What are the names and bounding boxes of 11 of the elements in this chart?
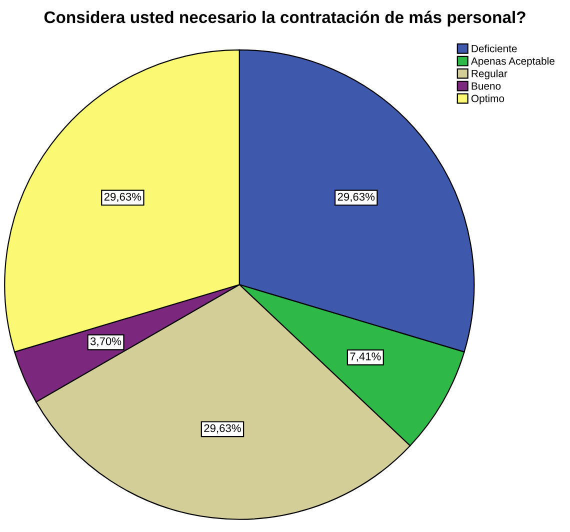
data-label: 29,63%	[104, 192, 142, 202]
data-label: 3,70%	[90, 337, 122, 347]
legend-label: Optimo	[471, 94, 504, 104]
data-label: 29,63%	[338, 192, 375, 202]
data-label: 29,63%	[204, 424, 241, 434]
data-label: 7,41%	[350, 352, 381, 362]
legend-label: Bueno	[472, 82, 501, 90]
legend-label: Apenas Aceptable	[470, 57, 554, 67]
legend-label: Regular	[472, 70, 508, 80]
legend-label: Deficiente	[472, 44, 517, 52]
chart-title: Considera usted necesario la contratación de más personal?	[44, 10, 526, 26]
